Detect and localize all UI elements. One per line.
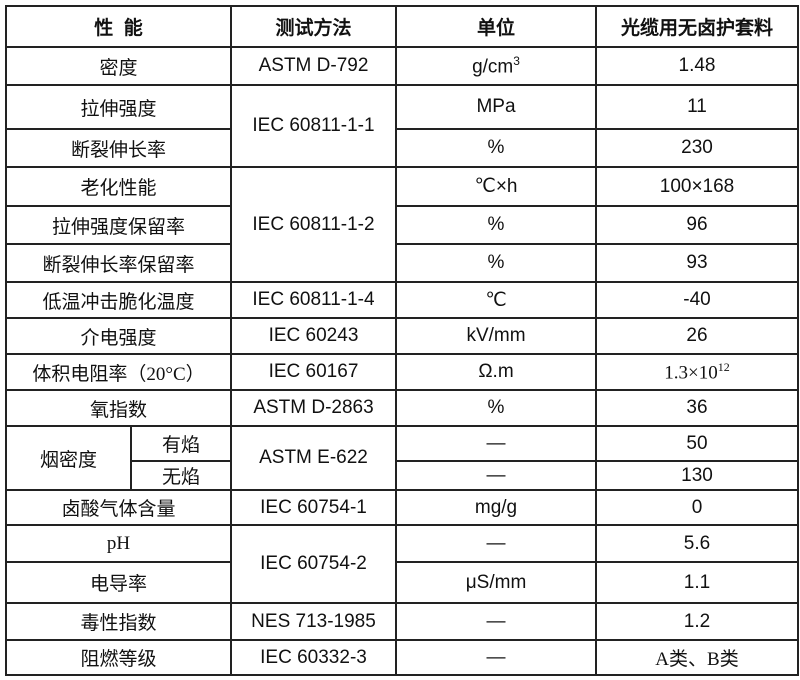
property-cell: 阻燃等级 bbox=[5, 639, 232, 676]
property-cell: 密度 bbox=[5, 46, 232, 86]
unit-cell: % bbox=[395, 243, 597, 283]
property-cell: 老化性能 bbox=[5, 166, 232, 207]
value-cell: 5.6 bbox=[595, 524, 799, 563]
header-row: 性 能 测试方法 单位 光缆用无卤护套料 bbox=[5, 5, 799, 48]
value-cell: 11 bbox=[595, 84, 799, 130]
method-cell: IEC 60811-1-4 bbox=[230, 281, 397, 319]
properties-table: 性 能 测试方法 单位 光缆用无卤护套料 密度 ASTM D-792 g/cm3… bbox=[5, 5, 799, 676]
table-row: 拉伸强度保留率 % 96 bbox=[5, 205, 799, 245]
unit-cell: μS/mm bbox=[395, 561, 597, 604]
table-row: 断裂伸长率保留率 % 93 bbox=[5, 243, 799, 283]
unit-cell: MPa bbox=[395, 84, 597, 130]
table-row: 卤酸气体含量 IEC 60754-1 mg/g 0 bbox=[5, 489, 799, 526]
value-cell: 230 bbox=[595, 128, 799, 168]
unit-cell: ℃×h bbox=[395, 166, 597, 207]
table-row: 氧指数 ASTM D-2863 % 36 bbox=[5, 389, 799, 427]
unit-cell: — bbox=[395, 602, 597, 641]
header-value: 光缆用无卤护套料 bbox=[595, 5, 799, 48]
table-row: 电导率 μS/mm 1.1 bbox=[5, 561, 799, 604]
subproperty-cell: 有焰 bbox=[130, 425, 232, 462]
property-cell: 卤酸气体含量 bbox=[5, 489, 232, 526]
table-row: 无焰 — 130 bbox=[6, 460, 799, 491]
unit-cell: % bbox=[395, 128, 597, 168]
table-row: 低温冲击脆化温度 IEC 60811-1-4 ℃ -40 bbox=[5, 281, 799, 319]
method-cell: ASTM E-622 bbox=[230, 425, 397, 491]
table-row: 毒性指数 NES 713-1985 — 1.2 bbox=[5, 602, 799, 641]
unit-cell: — bbox=[395, 524, 597, 563]
header-property: 性 能 bbox=[5, 5, 232, 48]
property-cell: 电导率 bbox=[5, 561, 232, 604]
value-cell: A类、B类 bbox=[595, 639, 799, 676]
value-cell: 36 bbox=[595, 389, 799, 427]
method-cell: NES 713-1985 bbox=[230, 602, 397, 641]
value-cell: 1.1 bbox=[595, 561, 799, 604]
method-cell: IEC 60754-2 bbox=[230, 524, 397, 604]
value-cell: 1.48 bbox=[595, 46, 799, 86]
value-cell: 26 bbox=[595, 317, 799, 355]
unit-cell: kV/mm bbox=[395, 317, 597, 355]
table-row: pH IEC 60754-2 — 5.6 bbox=[5, 524, 799, 604]
method-cell: IEC 60332-3 bbox=[230, 639, 397, 676]
subproperty-cell: 无焰 bbox=[130, 460, 232, 491]
method-cell: ASTM D-792 bbox=[230, 46, 397, 86]
property-cell: 拉伸强度 bbox=[5, 84, 232, 130]
unit-cell: — bbox=[395, 460, 597, 491]
method-cell: IEC 60754-1 bbox=[230, 489, 397, 526]
value-cell: 1.3×1012 bbox=[595, 353, 799, 391]
unit-cell: Ω.m bbox=[395, 353, 597, 391]
property-cell: 断裂伸长率 bbox=[5, 128, 232, 168]
value-cell: 96 bbox=[595, 205, 799, 245]
table-row: 体积电阻率（20°C） IEC 60167 Ω.m 1.3×1012 bbox=[5, 353, 799, 391]
property-cell: 氧指数 bbox=[5, 389, 232, 427]
value-superscript: 12 bbox=[717, 359, 730, 374]
unit-cell: — bbox=[395, 425, 597, 462]
header-unit: 单位 bbox=[395, 5, 597, 48]
unit-superscript: 3 bbox=[513, 53, 520, 68]
unit-cell: % bbox=[395, 205, 597, 245]
value-text: 1.3×10 bbox=[664, 362, 718, 384]
value-cell: 100×168 bbox=[595, 166, 799, 207]
value-cell: 130 bbox=[595, 460, 799, 491]
unit-text: g/cm bbox=[472, 56, 514, 78]
unit-cell: ℃ bbox=[395, 281, 597, 319]
method-cell: IEC 60243 bbox=[230, 317, 397, 355]
value-cell: 50 bbox=[595, 425, 799, 462]
table-row: 老化性能 IEC 60811-1-2 ℃×h 100×168 bbox=[5, 166, 799, 283]
method-cell: IEC 60811-1-2 bbox=[230, 166, 397, 283]
value-cell: -40 bbox=[595, 281, 799, 319]
property-cell: 毒性指数 bbox=[5, 602, 232, 641]
unit-cell: % bbox=[395, 389, 597, 427]
unit-cell: — bbox=[395, 639, 597, 676]
property-cell: 拉伸强度保留率 bbox=[5, 205, 232, 245]
table-row: 阻燃等级 IEC 60332-3 — A类、B类 bbox=[5, 639, 799, 676]
property-cell: 断裂伸长率保留率 bbox=[5, 243, 232, 283]
property-cell: 低温冲击脆化温度 bbox=[5, 281, 232, 319]
unit-cell: mg/g bbox=[395, 489, 597, 526]
value-cell: 1.2 bbox=[595, 602, 799, 641]
table-row: 密度 ASTM D-792 g/cm3 1.48 bbox=[5, 46, 799, 86]
table-row: 断裂伸长率 % 230 bbox=[5, 128, 799, 168]
method-cell: ASTM D-2863 bbox=[230, 389, 397, 427]
method-cell: IEC 60167 bbox=[230, 353, 397, 391]
method-cell: IEC 60811-1-1 bbox=[230, 84, 397, 168]
table-row: 烟密度 有焰 ASTM E-622 — 50 bbox=[5, 425, 799, 491]
unit-cell: g/cm3 bbox=[395, 46, 597, 86]
property-cell: 体积电阻率（20°C） bbox=[5, 353, 232, 391]
table-row: 介电强度 IEC 60243 kV/mm 26 bbox=[5, 317, 799, 355]
property-cell: pH bbox=[5, 524, 232, 563]
value-cell: 0 bbox=[595, 489, 799, 526]
value-cell: 93 bbox=[595, 243, 799, 283]
property-cell: 介电强度 bbox=[5, 317, 232, 355]
property-cell: 烟密度 bbox=[5, 425, 132, 491]
header-method: 测试方法 bbox=[230, 5, 397, 48]
table-row: 拉伸强度 IEC 60811-1-1 MPa 11 bbox=[5, 84, 799, 168]
